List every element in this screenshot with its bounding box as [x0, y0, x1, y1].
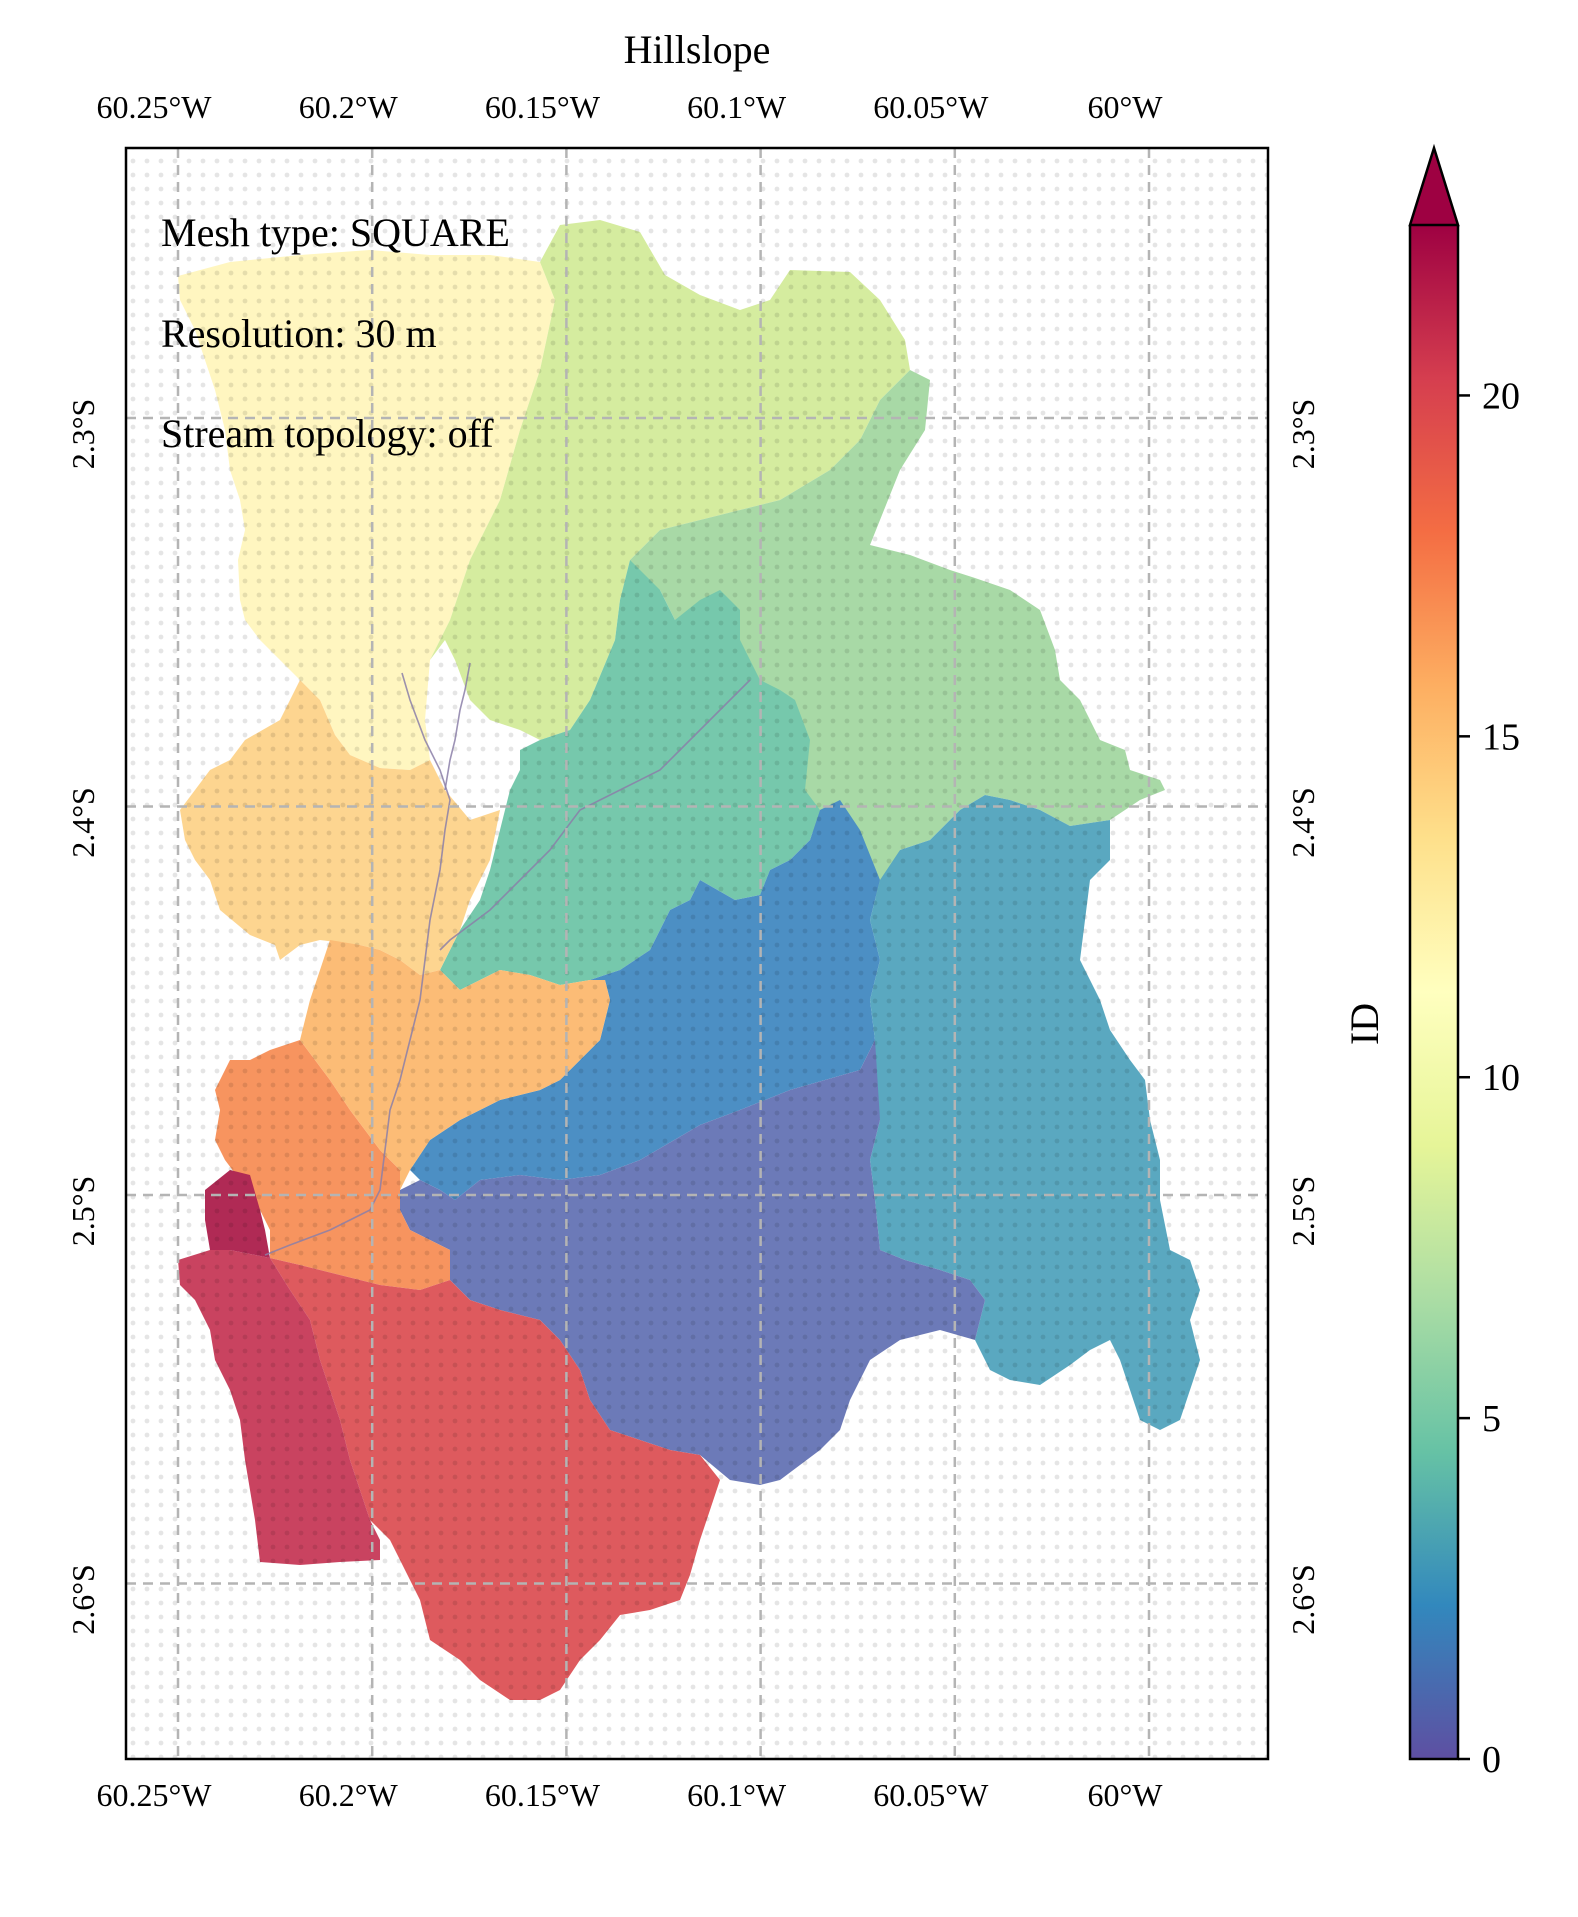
latitude-labels-left: 2.3°S 2.4°S 2.5°S 2.6°S	[65, 399, 101, 1635]
lat-tick-label-left: 2.4°S	[65, 787, 101, 858]
annotation-resolution: Resolution: 30 m	[161, 311, 437, 356]
lon-tick-label-bottom: 60.05°W	[873, 1777, 989, 1813]
map-frame	[124, 146, 1270, 1761]
stream-network	[264, 662, 751, 1256]
colorbar: 0 5 10 15 20 ID	[1342, 143, 1520, 1781]
stream-north-tributary	[444, 662, 471, 791]
lat-tick-label-right: 2.5°S	[1285, 1176, 1321, 1247]
lon-tick-label-top: 60°W	[1088, 89, 1164, 125]
lon-tick-label-bottom: 60.25°W	[97, 1777, 213, 1813]
colorbar-tick-label: 5	[1482, 1398, 1501, 1440]
lon-tick-label-top: 60.2°W	[299, 89, 399, 125]
lon-tick-label-bottom: 60.15°W	[485, 1777, 601, 1813]
lon-tick-label-top: 60.15°W	[485, 89, 601, 125]
lon-tick-label-top: 60.25°W	[97, 89, 213, 125]
lon-tick-label-bottom: 60°W	[1088, 1777, 1164, 1813]
map-title: Hillslope	[624, 27, 771, 72]
colorbar-tick-label: 10	[1482, 1057, 1520, 1099]
colorbar-ticks: 0 5 10 15 20	[1458, 375, 1520, 1781]
latitude-labels-right: 2.3°S 2.4°S 2.5°S 2.6°S	[1285, 399, 1321, 1635]
lon-tick-label-bottom: 60.2°W	[299, 1777, 399, 1813]
annotation-stream-topology: Stream topology: off	[161, 411, 494, 456]
lat-tick-label-right: 2.4°S	[1285, 787, 1321, 858]
lon-tick-label-top: 60.05°W	[873, 89, 989, 125]
colorbar-label: ID	[1342, 1003, 1387, 1045]
lat-tick-label-right: 2.3°S	[1285, 399, 1321, 470]
hillslope-regions	[126, 148, 1268, 1759]
lon-tick-label-top: 60.1°W	[687, 89, 787, 125]
longitude-labels-top: 60.25°W 60.2°W 60.15°W 60.1°W 60.05°W 60°W	[97, 89, 1164, 125]
colorbar-gradient	[1410, 225, 1458, 1759]
lon-tick-label-bottom: 60.1°W	[687, 1777, 787, 1813]
lat-tick-label-left: 2.6°S	[65, 1564, 101, 1635]
graticule	[126, 148, 1268, 1759]
colorbar-tick-label: 20	[1482, 375, 1520, 417]
colorbar-tick-label: 15	[1482, 716, 1520, 758]
annotation-mesh-type: Mesh type: SQUARE	[161, 210, 510, 255]
colorbar-extend-arrow	[1408, 143, 1460, 227]
longitude-labels-bottom: 60.25°W 60.2°W 60.15°W 60.1°W 60.05°W 60°W	[97, 1777, 1164, 1813]
lat-tick-label-right: 2.6°S	[1285, 1564, 1321, 1635]
stream-main-channel	[264, 672, 451, 1256]
lat-tick-label-left: 2.3°S	[65, 399, 101, 470]
mesh-cells-overlay	[126, 148, 1268, 1759]
colorbar-frame	[1408, 225, 1460, 1761]
colorbar-tick-label: 0	[1482, 1739, 1501, 1781]
lat-tick-label-left: 2.5°S	[65, 1176, 101, 1247]
stream-east-tributary	[439, 679, 751, 951]
